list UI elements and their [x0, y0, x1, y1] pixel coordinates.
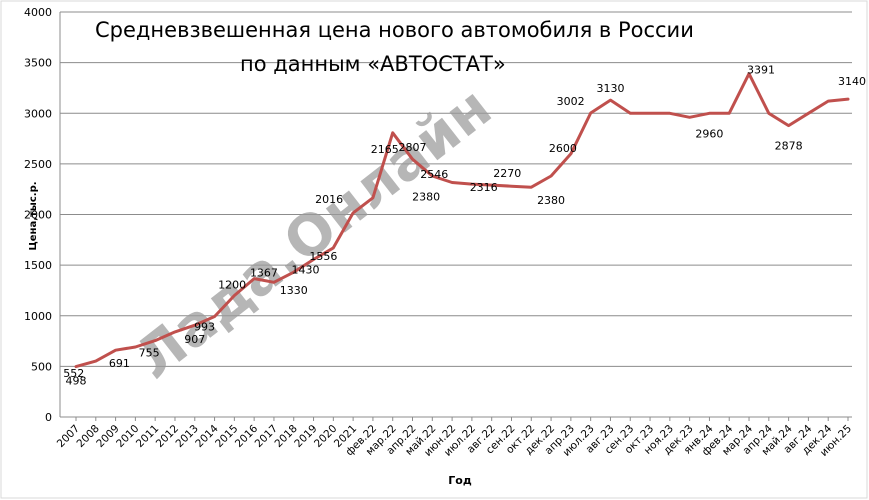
y-tick-label: 4000: [24, 6, 52, 19]
data-label: 2600: [549, 142, 577, 155]
data-label: 2380: [537, 194, 565, 207]
chart-title-line-1: Средневзвешенная цена нового автомобиля …: [95, 18, 694, 42]
data-label: 1330: [280, 284, 308, 297]
data-label: 2165: [371, 143, 399, 156]
data-label: 993: [194, 320, 215, 333]
data-label: 691: [109, 357, 130, 370]
axes: [59, 12, 852, 418]
x-axis-label: Год: [448, 474, 472, 487]
data-label: 907: [184, 333, 205, 346]
y-axis-label: Цена,тыс.р.: [28, 181, 39, 250]
data-label: 1200: [218, 279, 246, 292]
data-label: 1367: [250, 266, 278, 279]
y-tick-label: 2500: [24, 158, 52, 171]
data-label: 2380: [412, 191, 440, 204]
y-tick-labels: 0 500 1000 1500 2000 2500 3000 3500 4000: [24, 6, 52, 424]
data-label: 552: [63, 367, 84, 380]
y-tick-label: 1000: [24, 310, 52, 323]
data-label: 1430: [292, 263, 320, 276]
y-tick-label: 0: [45, 411, 52, 424]
data-label: 3140: [838, 75, 866, 88]
series: [74, 72, 850, 369]
data-label: 2270: [493, 167, 521, 180]
data-label: 3002: [557, 95, 585, 108]
y-tick-label: 500: [31, 360, 52, 373]
y-tick-label: 2000: [24, 209, 52, 222]
y-tick-label: 3000: [24, 107, 52, 120]
y-tick-label: 1500: [24, 259, 52, 272]
data-label: 1556: [309, 250, 337, 263]
series-line: [74, 72, 850, 369]
data-label: 3391: [747, 64, 775, 77]
data-label: 2878: [775, 140, 803, 153]
data-label: 755: [139, 347, 160, 360]
data-label: 2807: [399, 141, 427, 154]
data-label: 3130: [596, 82, 624, 95]
data-label: 2546: [420, 168, 448, 181]
data-label: 498: [66, 375, 87, 388]
chart-title-line-2: по данным «АВТОСТАТ»: [240, 52, 506, 76]
data-label: 2960: [695, 127, 723, 140]
y-tick-label: 3500: [24, 57, 52, 70]
data-label: 2016: [315, 193, 343, 206]
data-label: 2316: [470, 181, 498, 194]
